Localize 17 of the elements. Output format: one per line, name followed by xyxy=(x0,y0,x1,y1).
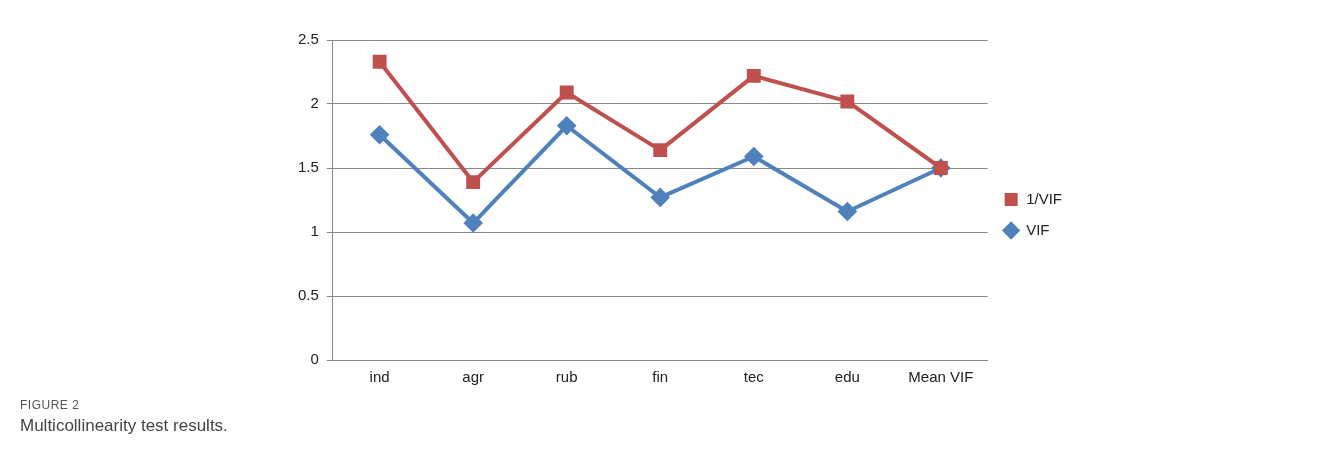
y-tick-label: 2.5 xyxy=(297,30,319,48)
x-tick-label: ind xyxy=(369,368,390,386)
x-tick-label: fin xyxy=(652,368,669,386)
x-tick-label: Mean VIF xyxy=(908,368,974,386)
legend-label: VIF xyxy=(1026,220,1050,238)
y-tick-label: 0.5 xyxy=(297,286,319,304)
y-tick-label: 0 xyxy=(310,350,319,368)
y-tick-label: 2 xyxy=(310,94,319,112)
y-tick-label: 1.5 xyxy=(297,158,319,176)
x-tick-label: agr xyxy=(462,368,485,386)
legend-label: 1/VIF xyxy=(1026,189,1063,207)
text: Multicollinearity test results. xyxy=(20,416,228,436)
x-tick-label: edu xyxy=(834,368,860,386)
x-tick-label: rub xyxy=(555,368,578,386)
x-tick-label: tec xyxy=(743,368,765,386)
y-tick-label: 1 xyxy=(310,222,319,240)
caption: FIGURE 2 xyxy=(20,398,80,412)
